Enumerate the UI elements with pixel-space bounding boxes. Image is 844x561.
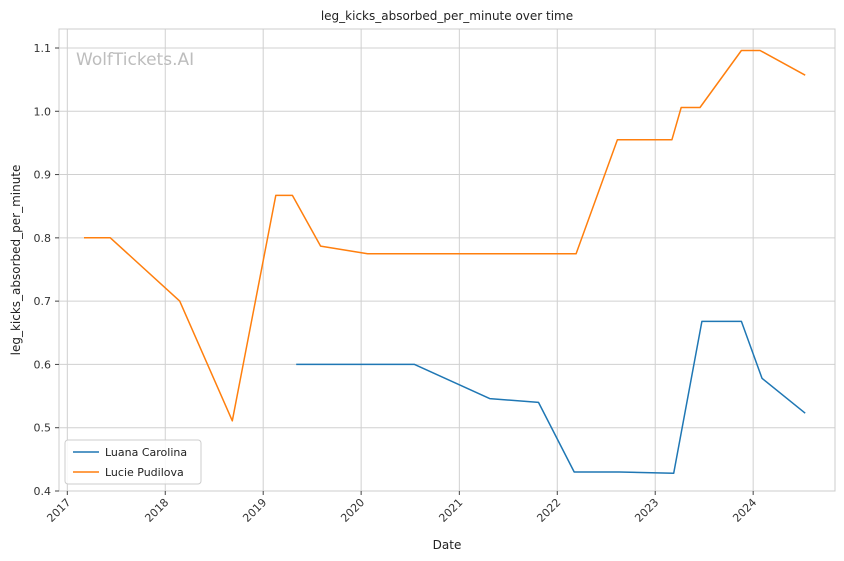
plot-frame: [58, 28, 836, 492]
data-point-lucie-pudilova: [617, 139, 619, 141]
data-point-lucie-pudilova: [759, 50, 761, 52]
data-point-lucie-pudilova: [699, 107, 701, 109]
legend-box: [64, 439, 202, 485]
y-tick-label: 0.5: [34, 422, 52, 435]
legend-label-lucie-pudilova: Lucie Pudilova: [105, 466, 184, 479]
chart-title: leg_kicks_absorbed_per_minute over time: [321, 9, 573, 23]
data-point-lucie-pudilova: [275, 195, 277, 197]
y-tick-label: 0.7: [34, 295, 52, 308]
data-point-luana-carolina: [673, 473, 675, 475]
data-point-luana-carolina: [573, 471, 575, 473]
data-point-lucie-pudilova: [367, 253, 369, 255]
series-layer: [83, 49, 806, 475]
data-point-lucie-pudilova: [110, 237, 112, 239]
y-axis-label: leg_kicks_absorbed_per_minute: [9, 165, 23, 356]
y-tick-label: 1.0: [34, 105, 52, 118]
data-point-lucie-pudilova: [292, 195, 294, 197]
data-point-luana-carolina: [414, 364, 416, 366]
y-tick-label: 0.9: [34, 169, 52, 182]
data-point-lucie-pudilova: [83, 237, 85, 239]
series-line-lucie-pudilova: [84, 49, 806, 422]
data-point-lucie-pudilova: [804, 74, 806, 76]
y-tick-label: 0.6: [34, 358, 52, 371]
legend: Luana Carolina Lucie Pudilova: [64, 439, 202, 485]
data-point-lucie-pudilova: [575, 253, 577, 255]
data-point-lucie-pudilova: [232, 420, 234, 422]
x-axis-label: Date: [433, 538, 462, 552]
data-point-lucie-pudilova: [179, 300, 181, 302]
data-point-lucie-pudilova: [320, 245, 322, 247]
data-point-luana-carolina: [619, 471, 621, 473]
y-tick-label: 1.1: [34, 42, 52, 55]
data-point-luana-carolina: [804, 412, 806, 414]
data-point-luana-carolina: [489, 398, 491, 400]
y-axis-ticks: 0.4 0.5 0.6 0.7 0.8 0.9 1.0 1.1: [34, 42, 59, 498]
legend-label-luana-carolina: Luana Carolina: [105, 446, 187, 459]
data-point-lucie-pudilova: [741, 50, 743, 52]
series-line-luana-carolina: [296, 320, 806, 475]
data-point-lucie-pudilova: [671, 139, 673, 141]
y-tick-label: 0.4: [34, 485, 52, 498]
data-point-luana-carolina: [741, 321, 743, 323]
data-point-luana-carolina: [761, 378, 763, 380]
y-tick-label: 0.8: [34, 232, 52, 245]
watermark: WolfTickets.AI: [76, 50, 194, 70]
data-point-luana-carolina: [538, 402, 540, 404]
data-point-luana-carolina: [295, 364, 297, 366]
data-point-luana-carolina: [701, 321, 703, 323]
data-point-lucie-pudilova: [680, 107, 682, 109]
